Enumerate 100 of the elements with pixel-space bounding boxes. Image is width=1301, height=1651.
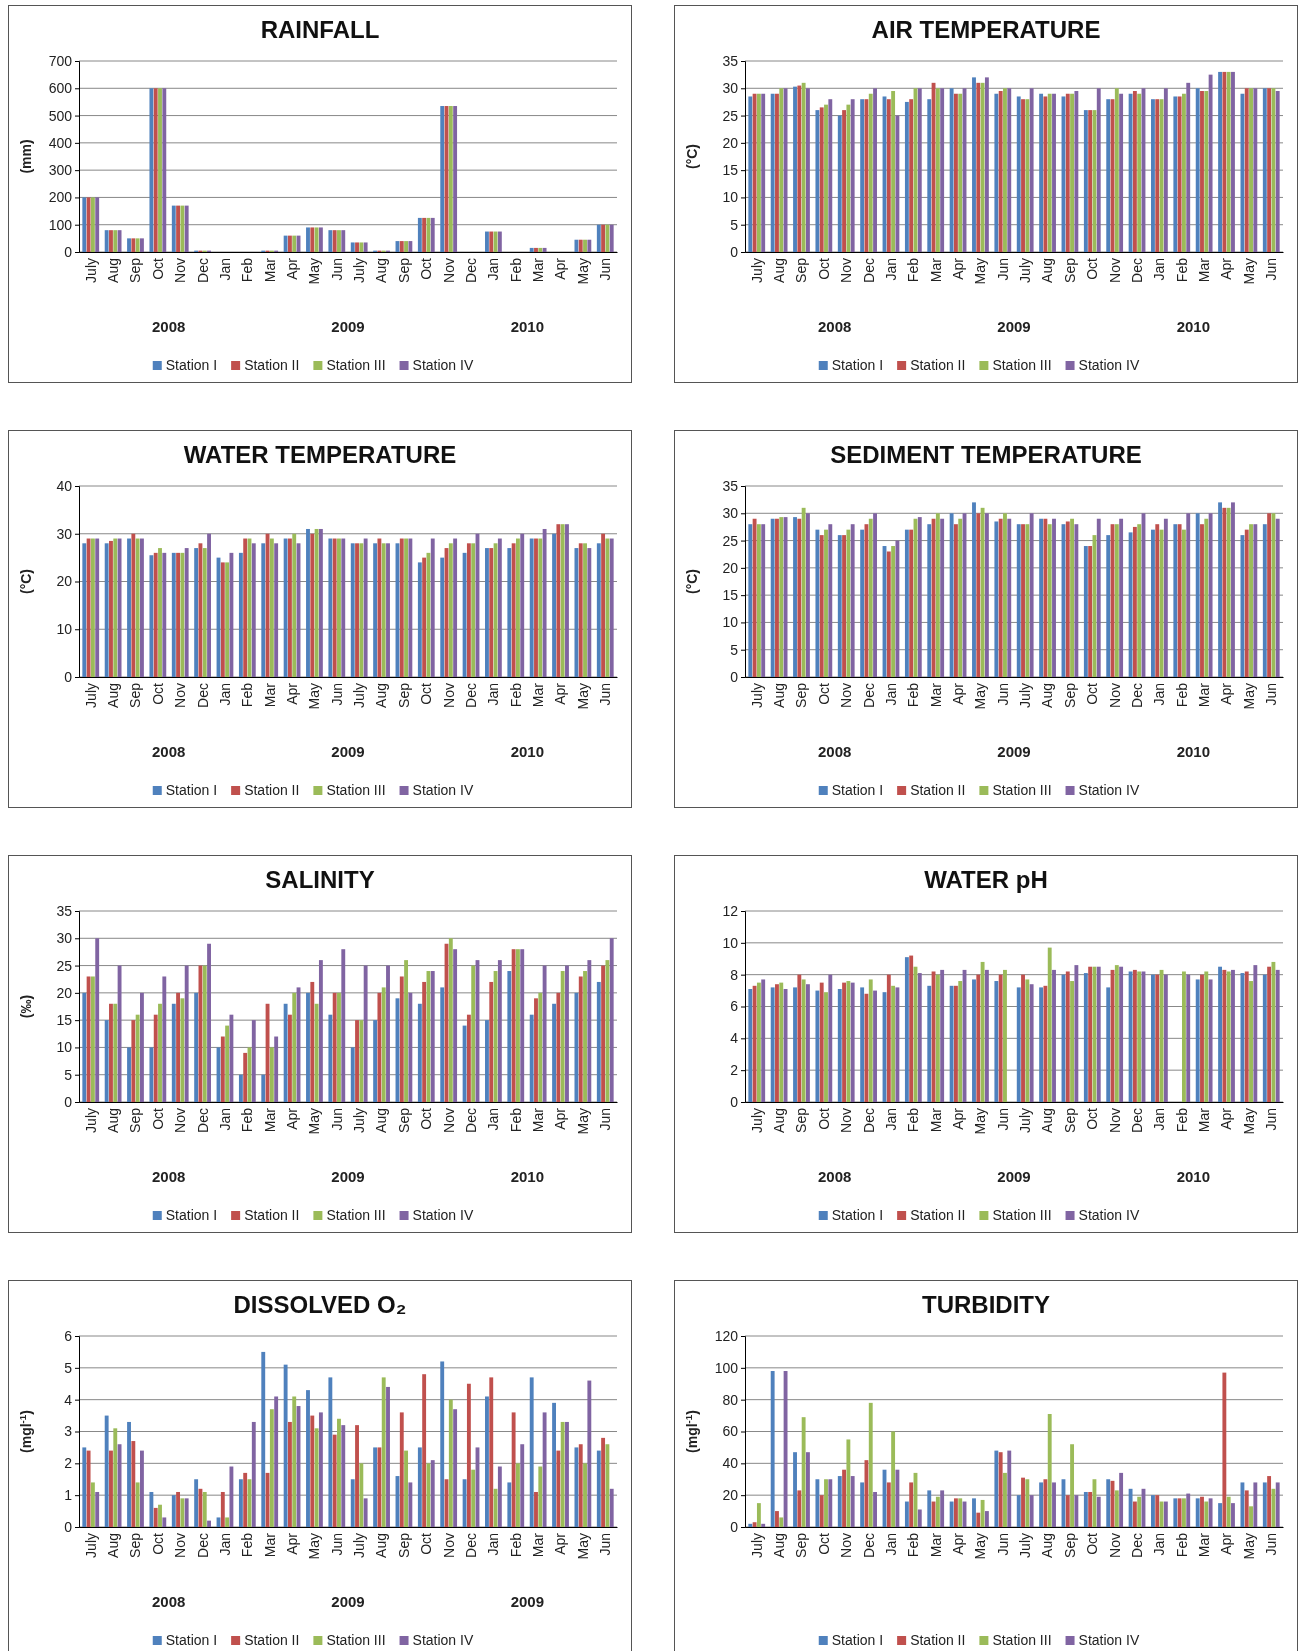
bar — [1231, 71, 1235, 252]
x-tick-label: Aug — [1039, 1533, 1056, 1558]
bar — [1240, 535, 1245, 677]
x-tick-label: July — [1017, 258, 1034, 283]
chart-title: RAINFALL — [260, 16, 380, 43]
bar — [842, 1469, 847, 1527]
bar — [332, 1434, 337, 1527]
x-tick-label: Jan — [882, 683, 899, 706]
bar — [538, 538, 543, 677]
bar — [90, 976, 95, 1102]
x-tick-label: Dec — [1128, 1533, 1145, 1558]
x-tick-label: Apr — [1218, 1532, 1235, 1555]
bar — [90, 1482, 95, 1527]
y-tick-label: 1 — [64, 1487, 73, 1504]
bar — [359, 1463, 364, 1527]
bar — [497, 231, 502, 252]
x-tick-label: Nov — [838, 683, 855, 708]
bar — [1200, 91, 1204, 252]
y-tick-label: 40 — [722, 1455, 739, 1472]
bar — [1083, 110, 1088, 252]
bar — [578, 1444, 583, 1527]
bar — [306, 992, 310, 1102]
bar — [779, 1517, 784, 1527]
bar — [984, 513, 989, 677]
bar — [783, 988, 788, 1102]
bar — [529, 538, 534, 677]
bar — [779, 517, 784, 677]
bar — [1096, 966, 1101, 1102]
bar — [1155, 99, 1160, 252]
bar — [1128, 532, 1133, 677]
x-tick-label: Mar — [530, 1107, 547, 1133]
bar — [891, 1431, 896, 1527]
legend-label: Station IV — [412, 357, 474, 373]
text: 2009 — [331, 318, 365, 335]
bar — [337, 538, 341, 677]
bar — [341, 538, 346, 677]
legend-label: Station III — [326, 1632, 386, 1648]
bar — [184, 965, 189, 1102]
x-tick-label: Sep — [127, 257, 144, 283]
x-tick-label: Apr — [283, 257, 300, 280]
bar — [1021, 524, 1025, 677]
bar — [886, 1482, 891, 1527]
bar — [1249, 981, 1253, 1102]
bar — [1106, 535, 1111, 677]
bar — [1218, 71, 1222, 252]
x-tick-label: July — [748, 683, 765, 708]
bar — [560, 1421, 565, 1527]
bar — [485, 548, 489, 677]
bar — [953, 524, 958, 677]
bar — [909, 529, 914, 677]
legend-label: Station I — [165, 1632, 218, 1648]
bar — [1047, 93, 1052, 252]
x-tick-label: Aug — [373, 1108, 390, 1133]
text: 2008 — [151, 743, 186, 760]
bar — [1096, 1496, 1101, 1527]
y-tick-label: 20 — [722, 559, 739, 576]
bar — [341, 949, 346, 1102]
bar — [1186, 1493, 1191, 1527]
bar — [542, 247, 547, 252]
x-tick-label: Sep — [127, 1532, 144, 1558]
bar — [466, 1014, 471, 1102]
bar — [609, 938, 614, 1102]
bar — [895, 987, 900, 1102]
x-tick-label: Nov — [172, 683, 189, 708]
bar — [350, 1479, 355, 1527]
bar — [171, 205, 176, 252]
x-tick-label: Mar — [261, 682, 278, 708]
x-tick-label: Aug — [105, 1108, 122, 1133]
x-tick-label: Mar — [530, 257, 547, 283]
bar — [251, 543, 256, 677]
bar — [1025, 979, 1030, 1102]
bar — [1128, 1488, 1133, 1527]
bar — [542, 965, 547, 1102]
y-tick-label: 0 — [730, 668, 739, 685]
bar — [337, 230, 341, 252]
y-tick-label: 8 — [730, 966, 739, 983]
y-axis-title: (°C) — [18, 568, 34, 595]
bar — [373, 543, 378, 677]
y-tick-label: 6 — [730, 998, 739, 1015]
x-tick-label: Jan — [216, 258, 233, 281]
bar — [171, 1003, 176, 1102]
x-tick-label: Apr — [1218, 1107, 1235, 1130]
bar — [542, 1412, 547, 1527]
x-tick-label: Feb — [905, 1532, 922, 1558]
bar — [1253, 88, 1258, 252]
bar — [1151, 974, 1155, 1102]
bar — [318, 528, 323, 677]
bar — [261, 543, 266, 677]
x-tick-label: May — [972, 1108, 989, 1135]
bar — [1204, 91, 1209, 252]
x-tick-label: Aug — [373, 258, 390, 283]
bar — [318, 227, 323, 252]
x-tick-label: Mar — [530, 1532, 547, 1558]
bar — [574, 548, 579, 677]
x-tick-label: Jan — [1151, 683, 1168, 706]
x-tick-label: Feb — [507, 1107, 524, 1133]
bar — [873, 1491, 877, 1527]
x-tick-label: Jun — [597, 258, 614, 281]
bar — [1195, 1498, 1200, 1527]
bar — [158, 1504, 162, 1527]
